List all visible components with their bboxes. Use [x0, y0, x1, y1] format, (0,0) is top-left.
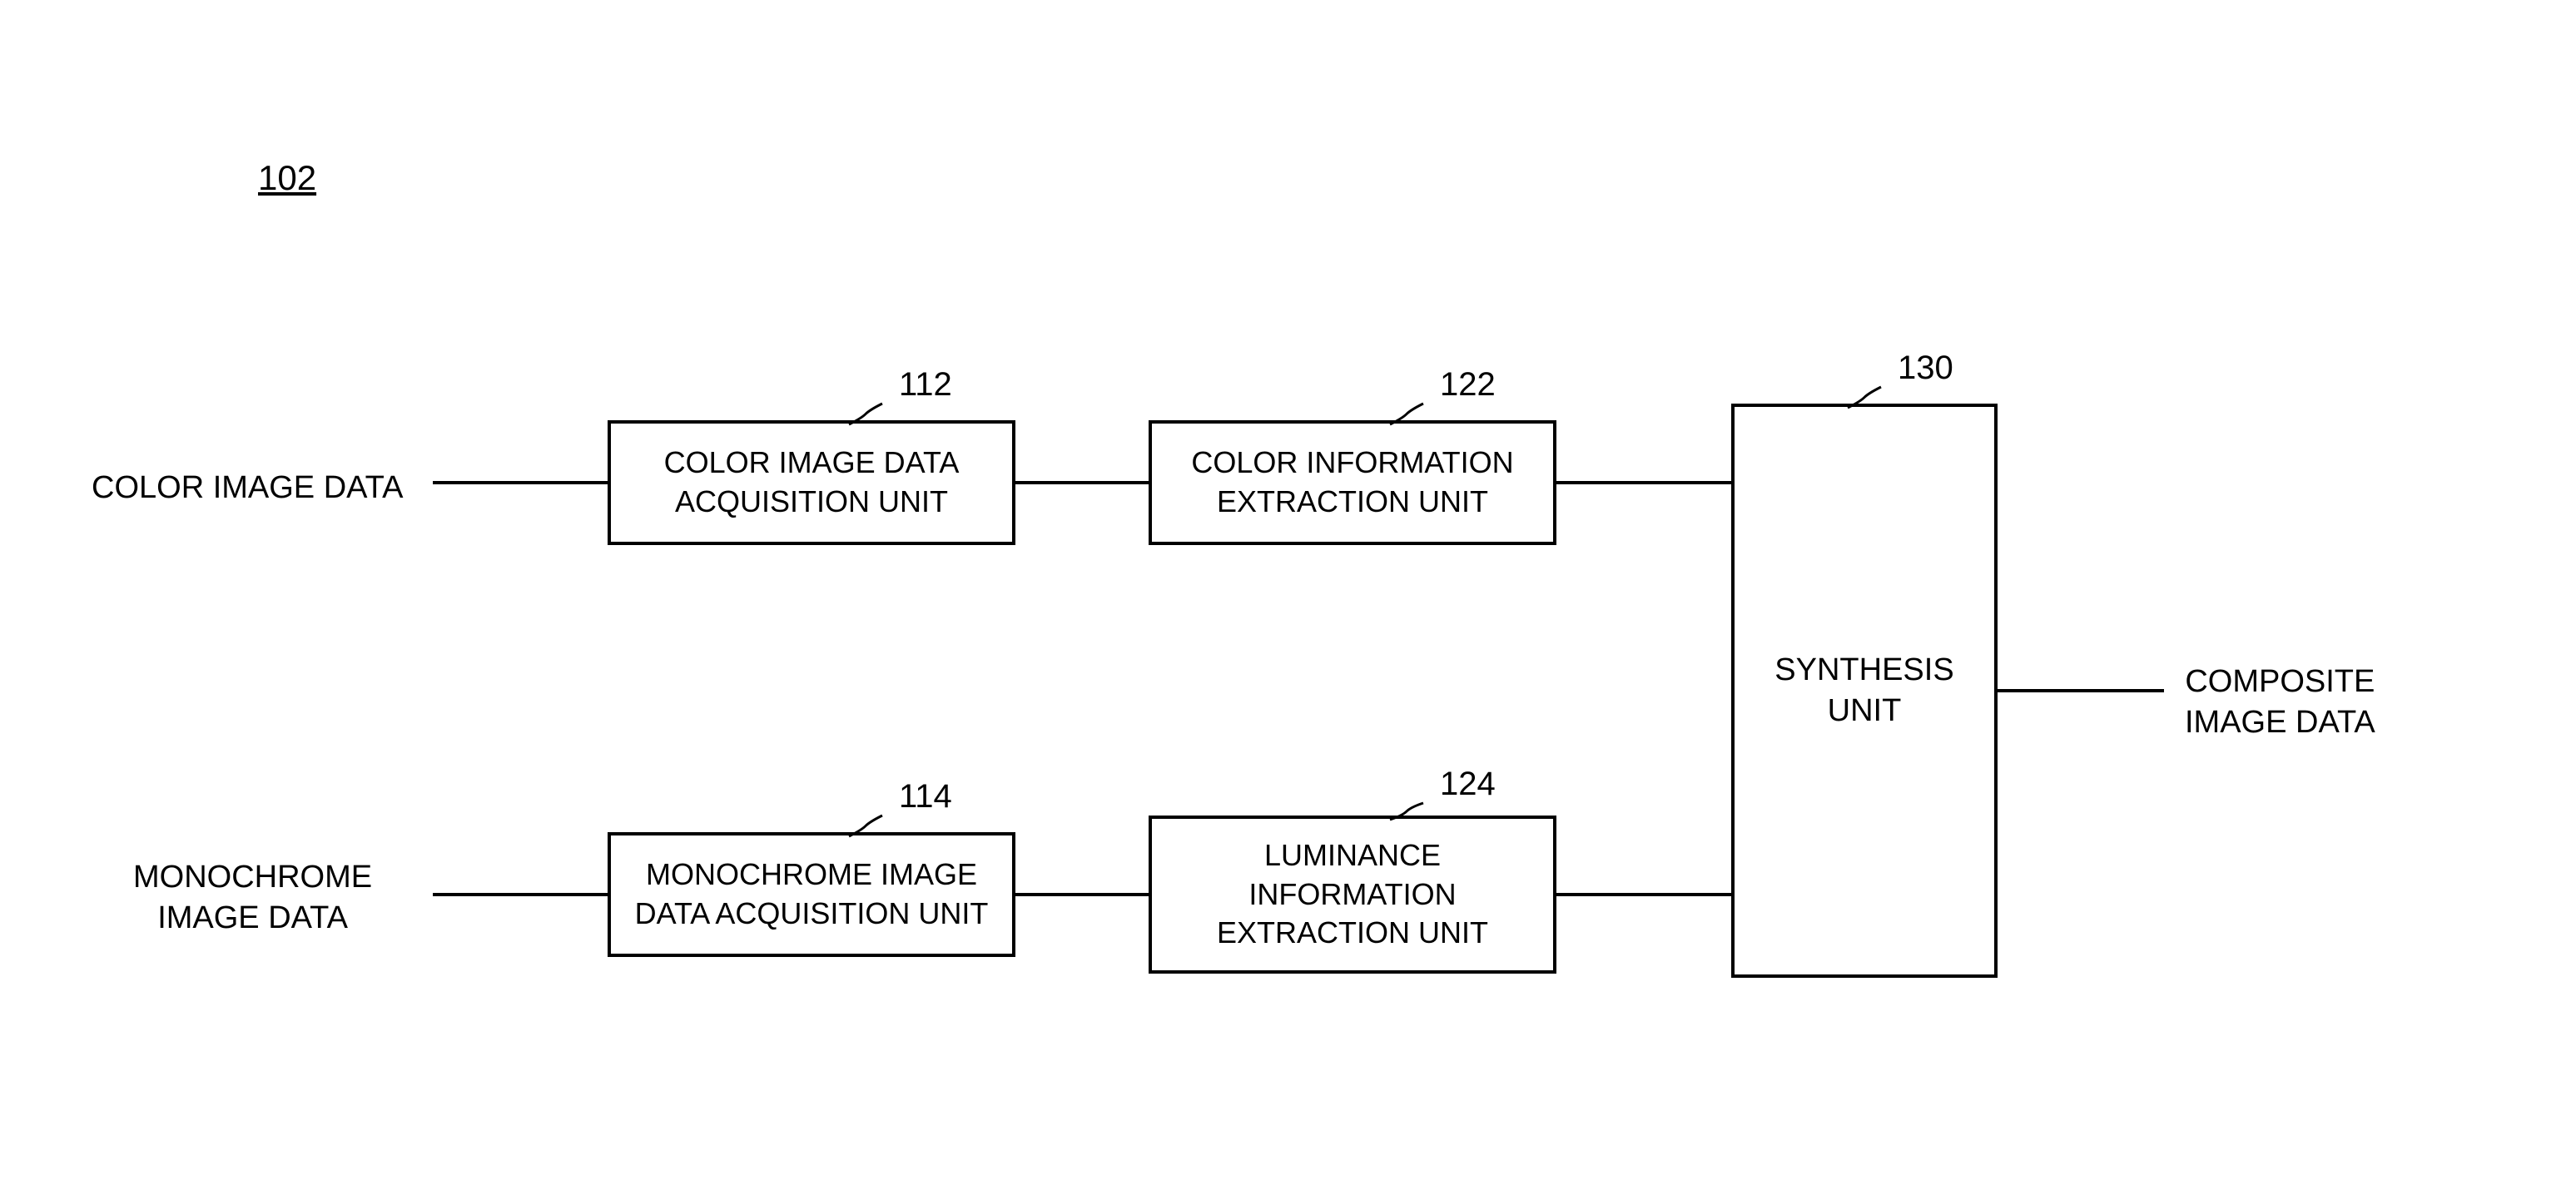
mono-acq-unit-ref-number: 114	[899, 778, 952, 816]
synthesis-unit-text: SYNTHESIS UNIT	[1774, 650, 1953, 732]
connector-c3	[1556, 481, 1731, 484]
mono-acq-unit: MONOCHROME IMAGE DATA ACQUISITION UNIT	[608, 832, 1015, 957]
connector-c1	[433, 481, 608, 484]
block-diagram: 102 COLOR IMAGE DATA MONOCHROME IMAGE DATA…	[0, 0, 2576, 1180]
color-ext-unit-text: COLOR INFORMATION EXTRACTION UNIT	[1191, 444, 1513, 522]
monochrome-input-label: MONOCHROME IMAGE DATA	[133, 857, 372, 940]
composite-output-label: COMPOSITE IMAGE DATA	[2185, 662, 2375, 744]
color-ext-unit-ref-number: 122	[1440, 366, 1496, 404]
color-ext-unit-ref-curve	[1382, 399, 1448, 429]
lum-ext-unit: LUMINANCE INFORMATION EXTRACTION UNIT	[1149, 816, 1556, 974]
connector-c6	[1556, 893, 1731, 896]
color-acq-unit-ref-curve	[841, 399, 907, 429]
lum-ext-unit-text: LUMINANCE INFORMATION EXTRACTION UNIT	[1217, 836, 1488, 953]
lum-ext-unit-ref-curve	[1382, 799, 1448, 824]
lum-ext-unit-ref-number: 124	[1440, 766, 1496, 803]
synthesis-unit: SYNTHESIS UNIT	[1731, 404, 1998, 978]
connector-c5	[1015, 893, 1149, 896]
synthesis-unit-ref-number: 130	[1898, 350, 1953, 387]
color-ext-unit: COLOR INFORMATION EXTRACTION UNIT	[1149, 420, 1556, 545]
synthesis-unit-ref-curve	[1839, 383, 1906, 412]
color-acq-unit: COLOR IMAGE DATA ACQUISITION UNIT	[608, 420, 1015, 545]
mono-acq-unit-text: MONOCHROME IMAGE DATA ACQUISITION UNIT	[635, 855, 989, 934]
connector-c2	[1015, 481, 1149, 484]
connector-c4	[433, 893, 608, 896]
mono-acq-unit-ref-curve	[841, 811, 907, 840]
color-acq-unit-text: COLOR IMAGE DATA ACQUISITION UNIT	[664, 444, 960, 522]
color-input-label: COLOR IMAGE DATA	[92, 468, 403, 508]
color-acq-unit-ref-number: 112	[899, 366, 952, 404]
figure-reference: 102	[258, 158, 316, 198]
connector-c7	[1998, 689, 2164, 692]
